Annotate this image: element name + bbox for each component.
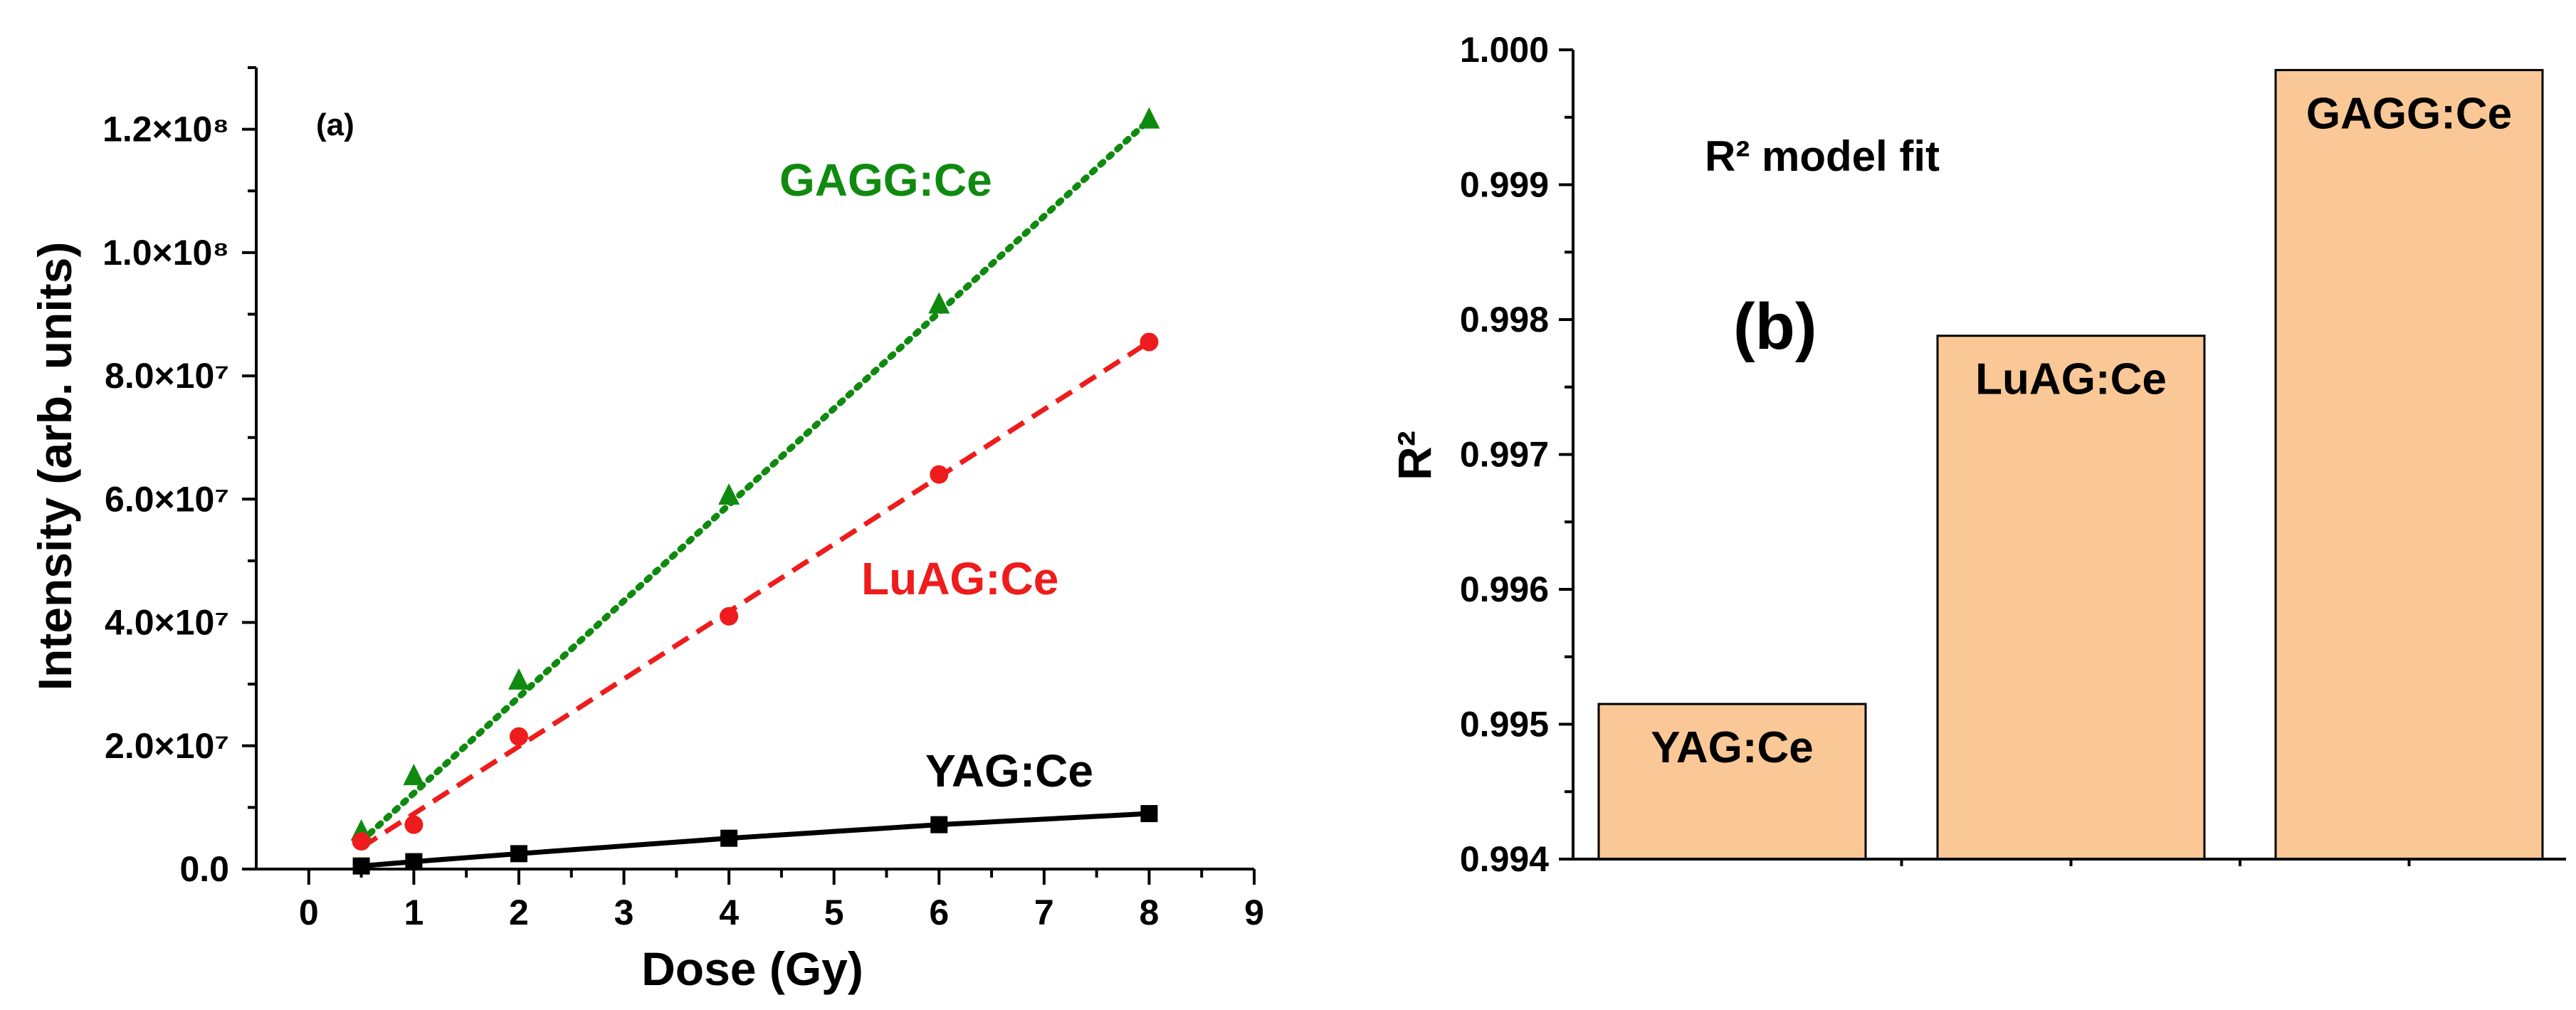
panel-b-bar-chart: 0.994 0.995 0.996 0.997 0.998 0.999 1.000 YAG:… — [1388, 30, 2566, 879]
data-markers — [350, 107, 1160, 875]
series-label-luag: LuAG:Ce — [861, 553, 1058, 604]
bar-label-gagg: GAGG:Ce — [2306, 89, 2512, 138]
x-axis-title: Dose (Gy) — [641, 942, 863, 995]
y-tick-label: 1.0×10⁸ — [102, 233, 229, 273]
y-tick-label: 8.0×10⁷ — [105, 356, 229, 396]
data-point-luag — [1140, 332, 1159, 352]
x-tick-label: 8 — [1140, 893, 1160, 932]
series-label-gagg: GAGG:Ce — [779, 154, 992, 206]
fit-line-gagg — [358, 117, 1152, 845]
y-tick-label: 0.0 — [179, 849, 229, 889]
data-point-gagg — [508, 668, 530, 690]
r2-annotation: R² model fit — [1705, 132, 1940, 180]
x-tick-label: 1 — [404, 893, 424, 932]
y-tick-label-b: 0.996 — [1460, 569, 1549, 609]
tick-marks — [242, 66, 1256, 885]
y-tick-label-b: 0.999 — [1460, 165, 1549, 205]
y-tick-label-b: 0.995 — [1460, 705, 1549, 745]
y-tick-label-b: 1.000 — [1460, 30, 1549, 70]
panel-a-line-chart: 0 1 2 3 4 5 6 7 8 9 0.0 2.0×10⁷ 4.0×10⁷ 6.0×10⁷ 8.0×10… — [28, 66, 1264, 995]
bar-label-yag: YAG:Ce — [1651, 723, 1814, 772]
bar-label-luag: LuAG:Ce — [1975, 355, 2167, 404]
data-point-gagg — [403, 764, 425, 786]
data-point-luag — [720, 606, 739, 626]
data-point-gagg — [1138, 107, 1160, 129]
data-point-yag — [1140, 805, 1158, 823]
panel-label-a: (a) — [316, 107, 354, 142]
tick-labels-b: 0.994 0.995 0.996 0.997 0.998 0.999 1.000 — [1460, 30, 1549, 879]
x-tick-label: 9 — [1244, 893, 1264, 932]
data-point-luag — [404, 815, 424, 834]
tick-labels: 0 1 2 3 4 5 6 7 8 9 0.0 2.0×10⁷ 4.0×10⁷ 6.0×10⁷ 8.0×10… — [102, 110, 1264, 932]
x-tick-label: 7 — [1034, 893, 1054, 932]
data-point-yag — [720, 829, 738, 847]
data-point-gagg — [718, 483, 740, 505]
bar-luag — [1936, 335, 2206, 861]
data-point-luag — [352, 832, 371, 851]
y-tick-label-b: 0.998 — [1460, 300, 1549, 340]
y-tick-label: 4.0×10⁷ — [105, 603, 229, 643]
axes — [255, 68, 1254, 870]
data-point-yag — [405, 853, 423, 870]
y-axis-title-b: R² — [1388, 431, 1441, 480]
x-tick-label: 2 — [509, 893, 529, 932]
y-tick-label: 6.0×10⁷ — [105, 479, 229, 519]
data-point-gagg — [928, 292, 950, 314]
tick-marks-b — [1559, 48, 2411, 866]
x-tick-label: 5 — [824, 893, 844, 932]
data-point-yag — [930, 816, 948, 833]
x-tick-label: 4 — [719, 893, 739, 932]
fit-line-yag — [361, 811, 1150, 869]
fit-line-luag — [359, 340, 1151, 850]
data-point-luag — [509, 727, 528, 746]
bar-labels: YAG:Ce LuAG:Ce GAGG:Ce — [1651, 89, 2512, 772]
y-tick-label: 2.0×10⁷ — [105, 726, 229, 766]
y-tick-label: 1.2×10⁸ — [102, 110, 229, 149]
y-tick-label-b: 0.994 — [1460, 839, 1549, 879]
fit-lines — [358, 117, 1152, 869]
x-tick-label: 6 — [929, 893, 949, 932]
x-tick-label: 3 — [614, 893, 634, 932]
bar-gagg — [2274, 68, 2544, 861]
panel-label-b: (b) — [1733, 290, 1817, 363]
series-label-yag: YAG:Ce — [925, 745, 1093, 796]
y-axis-title-b-text: R² — [1388, 431, 1441, 480]
x-tick-label: 0 — [299, 893, 319, 932]
y-axis-title: Intensity (arb. units) — [28, 242, 81, 691]
data-point-luag — [930, 465, 949, 484]
data-point-yag — [510, 845, 527, 863]
y-tick-label-b: 0.997 — [1460, 435, 1549, 475]
